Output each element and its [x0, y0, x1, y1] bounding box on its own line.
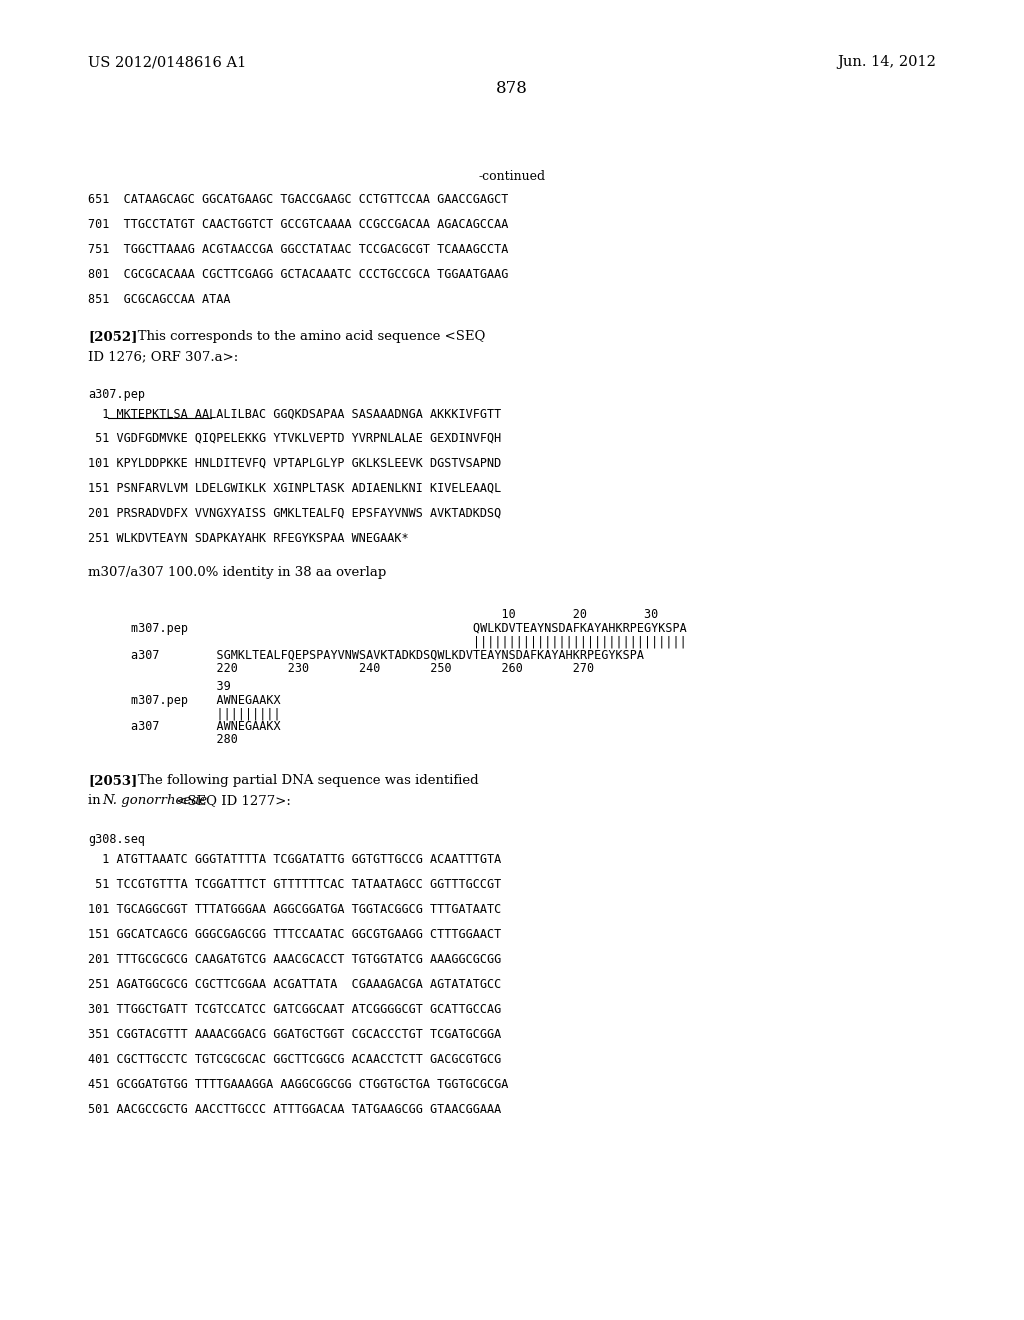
Text: 801  CGCGCACAAA CGCTTCGAGG GCTACAAATC CCCTGCCGCA TGGAATGAAG: 801 CGCGCACAAA CGCTTCGAGG GCTACAAATC CCC… [88, 268, 508, 281]
Text: 1 ATGTTAAATC GGGTATTTTA TCGGATATTG GGTGTTGCCG ACAATTTGTA: 1 ATGTTAAATC GGGTATTTTA TCGGATATTG GGTGT… [88, 853, 502, 866]
Text: <SEQ ID 1277>:: <SEQ ID 1277>: [172, 795, 291, 807]
Text: a307        AWNEGAAKX: a307 AWNEGAAKX [131, 719, 281, 733]
Text: 151 PSNFARVLVM LDELGWIKLK XGINPLTASK ADIAENLKNI KIVELEAAQL: 151 PSNFARVLVM LDELGWIKLK XGINPLTASK ADI… [88, 482, 502, 495]
Text: N. gonorrhoeae: N. gonorrhoeae [102, 795, 208, 807]
Text: [2052]: [2052] [88, 330, 137, 343]
Text: 220       230       240       250       260       270: 220 230 240 250 260 270 [131, 663, 594, 675]
Text: ||||||||||||||||||||||||||||||: |||||||||||||||||||||||||||||| [131, 635, 687, 648]
Text: Jun. 14, 2012: Jun. 14, 2012 [838, 55, 936, 69]
Text: 851  GCGCAGCCAA ATAA: 851 GCGCAGCCAA ATAA [88, 293, 230, 306]
Text: [2053]: [2053] [88, 774, 137, 787]
Text: 39: 39 [131, 680, 230, 693]
Text: 301 TTGGCTGATT TCGTCCATCC GATCGGCAAT ATCGGGGCGT GCATTGCCAG: 301 TTGGCTGATT TCGTCCATCC GATCGGCAAT ATC… [88, 1003, 502, 1016]
Text: -continued: -continued [478, 170, 546, 183]
Text: 51 VGDFGDMVKE QIQPELEKKG YTVKLVEPTD YVRPNLALAE GEXDINVFQH: 51 VGDFGDMVKE QIQPELEKKG YTVKLVEPTD YVRP… [88, 432, 502, 445]
Text: g308.seq: g308.seq [88, 833, 145, 846]
Text: 501 AACGCCGCTG AACCTTGCCC ATTTGGACAA TATGAAGCGG GTAACGGAAA: 501 AACGCCGCTG AACCTTGCCC ATTTGGACAA TAT… [88, 1104, 502, 1115]
Text: m307/a307 100.0% identity in 38 aa overlap: m307/a307 100.0% identity in 38 aa overl… [88, 566, 386, 579]
Text: 251 AGATGGCGCG CGCTTCGGAA ACGATTATA  CGAAAGACGA AGTATATGCC: 251 AGATGGCGCG CGCTTCGGAA ACGATTATA CGAA… [88, 978, 502, 991]
Text: 651  CATAAGCAGC GGCATGAAGC TGACCGAAGC CCTGTTCCAA GAACCGAGCT: 651 CATAAGCAGC GGCATGAAGC TGACCGAAGC CCT… [88, 193, 508, 206]
Text: a307.pep: a307.pep [88, 388, 145, 401]
Text: m307.pep    AWNEGAAKX: m307.pep AWNEGAAKX [131, 694, 281, 708]
Text: The following partial DNA sequence was identified: The following partial DNA sequence was i… [125, 774, 479, 787]
Text: 101 TGCAGGCGGT TTTATGGGAA AGGCGGATGA TGGTACGGCG TTTGATAATC: 101 TGCAGGCGGT TTTATGGGAA AGGCGGATGA TGG… [88, 903, 502, 916]
Text: 351 CGGTACGTTT AAAACGGACG GGATGCTGGT CGCACCCTGT TCGATGCGGA: 351 CGGTACGTTT AAAACGGACG GGATGCTGGT CGC… [88, 1028, 502, 1041]
Text: ID 1276; ORF 307.a>:: ID 1276; ORF 307.a>: [88, 350, 239, 363]
Text: 10        20        30: 10 20 30 [131, 609, 658, 620]
Text: This corresponds to the amino acid sequence <SEQ: This corresponds to the amino acid seque… [125, 330, 485, 343]
Text: m307.pep                                        QWLKDVTEAYNSDAFKAYAHKRPEGYKSPA: m307.pep QWLKDVTEAYNSDAFKAYAHKRPEGYKSPA [131, 622, 687, 635]
Text: 51 TCCGTGTTTA TCGGATTTCT GTTTTTTCAC TATAATAGCC GGTTTGCCGT: 51 TCCGTGTTTA TCGGATTTCT GTTTTTTCAC TATA… [88, 878, 502, 891]
Text: 751  TGGCTTAAAG ACGTAACCGA GGCCTATAAC TCCGACGCGT TCAAAGCCTA: 751 TGGCTTAAAG ACGTAACCGA GGCCTATAAC TCC… [88, 243, 508, 256]
Text: 201 TTTGCGCGCG CAAGATGTCG AAACGCACCT TGTGGTATCG AAAGGCGCGG: 201 TTTGCGCGCG CAAGATGTCG AAACGCACCT TGT… [88, 953, 502, 966]
Text: 1 MKTEPKTLSA AALALILBAC GGQKDSAPAA SASAAADNGA AKKKIVFGTT: 1 MKTEPKTLSA AALALILBAC GGQKDSAPAA SASAA… [88, 408, 502, 421]
Text: 878: 878 [496, 81, 528, 96]
Text: 280: 280 [131, 733, 238, 746]
Text: 151 GGCATCAGCG GGGCGAGCGG TTTCCAATAC GGCGTGAAGG CTTTGGAACT: 151 GGCATCAGCG GGGCGAGCGG TTTCCAATAC GGC… [88, 928, 502, 941]
Text: 201 PRSRADVDFX VVNGXYAISS GMKLTEALFQ EPSFAYVNWS AVKTADKDSQ: 201 PRSRADVDFX VVNGXYAISS GMKLTEALFQ EPS… [88, 507, 502, 520]
Text: in: in [88, 795, 104, 807]
Text: a307        SGMKLTEALFQEPSPAYVNWSAVKTADKDSQWLKDVTEAYNSDAFKAYAHKRPEGYKSPA: a307 SGMKLTEALFQEPSPAYVNWSAVKTADKDSQWLKD… [131, 649, 644, 663]
Text: 251 WLKDVTEAYN SDAPKAYAHK RFEGYKSPAA WNEGAAK*: 251 WLKDVTEAYN SDAPKAYAHK RFEGYKSPAA WNE… [88, 532, 409, 545]
Text: |||||||||: ||||||||| [131, 708, 281, 719]
Text: 451 GCGGATGTGG TTTTGAAAGGA AAGGCGGCGG CTGGTGCTGA TGGTGCGCGA: 451 GCGGATGTGG TTTTGAAAGGA AAGGCGGCGG CT… [88, 1078, 508, 1092]
Text: 701  TTGCCTATGT CAACTGGTCT GCCGTCAAAA CCGCCGACAA AGACAGCCAA: 701 TTGCCTATGT CAACTGGTCT GCCGTCAAAA CCG… [88, 218, 508, 231]
Text: US 2012/0148616 A1: US 2012/0148616 A1 [88, 55, 246, 69]
Text: 401 CGCTTGCCTC TGTCGCGCAC GGCTTCGGCG ACAACCTCTT GACGCGTGCG: 401 CGCTTGCCTC TGTCGCGCAC GGCTTCGGCG ACA… [88, 1053, 502, 1067]
Text: 101 KPYLDDPKKE HNLDITEVFQ VPTAPLGLYP GKLKSLEEVK DGSTVSAPND: 101 KPYLDDPKKE HNLDITEVFQ VPTAPLGLYP GKL… [88, 457, 502, 470]
